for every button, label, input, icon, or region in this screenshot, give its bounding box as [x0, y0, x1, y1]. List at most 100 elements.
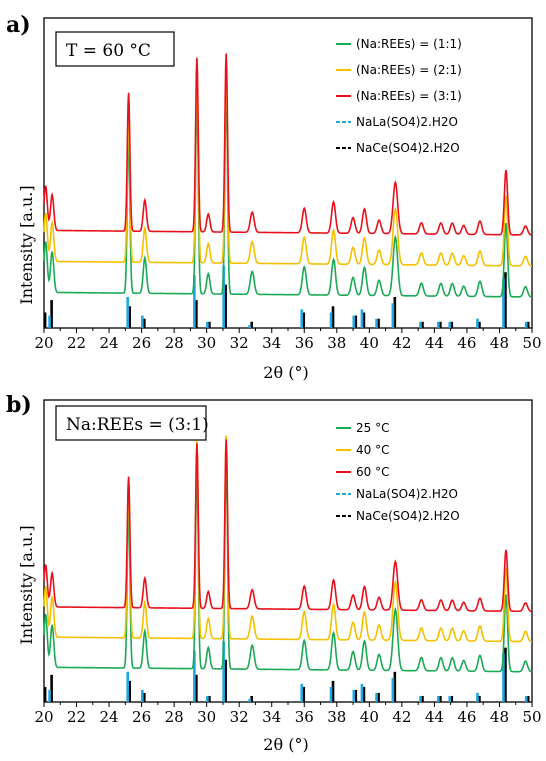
x-tick-label: 22 [67, 334, 86, 352]
x-tick-label: 24 [100, 334, 119, 352]
x-tick-label: 40 [360, 708, 379, 726]
x-tick-label: 46 [457, 708, 476, 726]
nala-ref-bar [248, 324, 251, 328]
nace-ref-bar [526, 695, 530, 702]
nace-ref-bar [143, 318, 146, 328]
x-tick-label: 50 [522, 334, 541, 352]
nala-ref-bar [206, 321, 209, 328]
nace-ref-bar [478, 321, 481, 328]
nala-ref-bar [476, 692, 479, 702]
x-tick-label: 32 [230, 334, 249, 352]
nace-ref-bar [302, 312, 306, 328]
nace-ref-bar [421, 695, 424, 702]
panel-a-label: a) [6, 12, 31, 38]
panel-b: b) Na:REEs = (3:1) Intensity [a.u.] 2θ (… [6, 392, 542, 754]
x-tick-label: 48 [490, 334, 509, 352]
nace-ref-bar [450, 321, 454, 328]
x-tick-label: 38 [327, 708, 346, 726]
nace-ref-bar [50, 300, 53, 328]
nace-ref-bar [250, 321, 253, 328]
nala-ref-bar [524, 695, 528, 702]
panel-b-legend: 25 °C 40 °C 60 °C NaLa(SO4)2.H2O NaCe(SO4)2.… [336, 421, 460, 523]
x-tick-label: 30 [197, 334, 216, 352]
x-tick-label: 26 [132, 708, 151, 726]
x-tick-label: 48 [490, 708, 509, 726]
nace-ref-bar [362, 686, 366, 702]
nala-ref-bar [300, 309, 304, 328]
x-tick-label: 34 [262, 334, 281, 352]
nala-ref-bar [448, 321, 452, 328]
legend-label: 25 °C [356, 421, 389, 435]
nace-ref-bar [331, 680, 335, 702]
panel-a: a) T = 60 °C Intensity [a.u.] 2θ (°) (Na… [6, 12, 542, 382]
nace-ref-bar [50, 674, 53, 702]
nala-ref-bar [206, 695, 209, 702]
nace-ref-bar [377, 692, 380, 702]
x-tick-label: 46 [457, 334, 476, 352]
nala-ref-bar [329, 312, 333, 328]
nace-ref-bar [250, 695, 253, 702]
nala-ref-bar [419, 695, 422, 702]
nace-ref-bar [478, 695, 481, 702]
nace-ref-bar [354, 689, 358, 702]
x-tick-label: 22 [67, 708, 86, 726]
legend-label: NaCe(SO4)2.H2O [356, 509, 460, 523]
nala-ref-bar [502, 653, 505, 702]
nace-ref-bar [393, 671, 397, 702]
nace-ref-bar [331, 306, 335, 328]
nala-ref-bar [248, 698, 251, 702]
x-tick-label: 44 [425, 334, 444, 352]
panel-b-condition-label: Na:REEs = (3:1) [66, 415, 209, 435]
panel-a-xlabel: 2θ (°) [263, 363, 308, 382]
panel-a-condition-label: T = 60 °C [66, 41, 151, 61]
nala-ref-bar [375, 692, 378, 702]
nala-ref-bar [352, 689, 356, 702]
nala-ref-bar [419, 321, 422, 328]
nala-ref-bar [502, 278, 505, 328]
nala-ref-bar [391, 303, 395, 328]
x-tick-label: 42 [392, 334, 411, 352]
x-tick-label: 34 [262, 708, 281, 726]
nace-ref-bar [43, 312, 47, 328]
nace-ref-bar [362, 312, 366, 328]
x-tick-label: 42 [392, 708, 411, 726]
nace-ref-bar [504, 272, 507, 328]
nala-ref-bar [360, 309, 364, 328]
series-line-1 [43, 90, 533, 298]
nace-ref-bar [128, 680, 131, 702]
nace-ref-bar [354, 315, 358, 328]
nace-ref-bar [208, 695, 211, 702]
panel-b-condition-box [55, 405, 207, 441]
nace-ref-bar [224, 659, 227, 702]
nala-ref-bar [437, 695, 440, 702]
nala-ref-bar [193, 650, 196, 702]
legend-label: 60 °C [356, 465, 389, 479]
nala-ref-bar [141, 315, 144, 328]
x-tick-label: 20 [34, 708, 53, 726]
panel-b-ylabel: Intensity [a.u.] [17, 525, 36, 644]
nace-ref-bar [439, 695, 442, 702]
x-tick-label: 44 [425, 708, 444, 726]
panel-b-xlabel: 2θ (°) [263, 735, 308, 754]
nala-ref-bar [141, 689, 144, 702]
nala-ref-bar [126, 297, 129, 328]
legend-label: (Na:REEs) = (3:1) [356, 89, 462, 103]
x-tick-label: 32 [230, 708, 249, 726]
panel-b-label: b) [6, 392, 32, 418]
nace-ref-bar [526, 321, 530, 328]
x-tick-label: 20 [34, 334, 53, 352]
legend-label: 40 °C [356, 443, 389, 457]
plot-frame [43, 399, 533, 703]
nala-ref-bar [329, 686, 333, 702]
x-tick-label: 28 [165, 334, 184, 352]
series-line-1 [43, 456, 533, 673]
legend-label: NaLa(SO4)2.H2O [356, 115, 458, 129]
series-line-2 [43, 69, 533, 267]
nala-ref-bar [391, 677, 395, 702]
nace-ref-bar [302, 686, 306, 702]
nala-ref-bar [48, 689, 51, 702]
nace-ref-bar [421, 321, 424, 328]
nala-ref-bar [476, 318, 479, 328]
nala-ref-bar [352, 315, 356, 328]
nala-ref-bar [360, 683, 364, 702]
